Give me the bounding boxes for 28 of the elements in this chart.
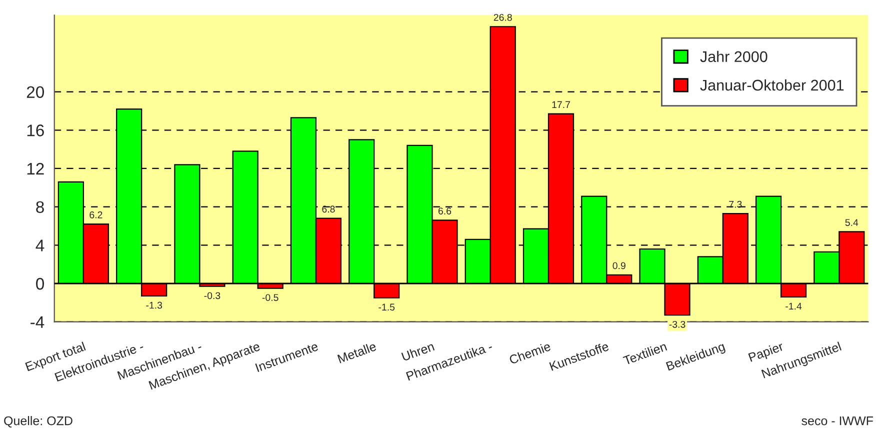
data-label: 6.2 bbox=[90, 211, 102, 218]
data-label: 6.6 bbox=[438, 208, 452, 214]
y-tick-label: 16 bbox=[27, 124, 44, 136]
data-label: -0.5 bbox=[262, 294, 278, 301]
data-label: 5.4 bbox=[845, 219, 858, 226]
y-tick-label: 12 bbox=[27, 162, 44, 175]
data-label: -1.3 bbox=[146, 302, 162, 309]
y-tick-label: 8 bbox=[36, 201, 44, 214]
y-tick-label: 20 bbox=[26, 86, 44, 98]
data-label: -1.5 bbox=[378, 304, 395, 311]
data-label: -3.3 bbox=[669, 320, 686, 328]
data-label: 6.8 bbox=[322, 206, 335, 213]
x-tick-label: Chemie bbox=[508, 341, 552, 364]
data-label: -1.4 bbox=[786, 302, 802, 310]
legend-label: Jahr 2000 bbox=[700, 50, 768, 62]
data-label: 7.3 bbox=[729, 200, 742, 208]
data-label: 0.9 bbox=[612, 262, 626, 270]
y-tick-label: -4 bbox=[30, 316, 44, 328]
data-label: -0.3 bbox=[204, 292, 220, 300]
text: seco - IWWF bbox=[802, 416, 873, 426]
x-tick-label: Textilien bbox=[622, 342, 668, 366]
data-label: 17.7 bbox=[552, 101, 570, 108]
source-note: Quelle: OZD bbox=[4, 416, 72, 428]
legend-label: Januar-Oktober 2001 bbox=[700, 79, 844, 91]
x-tick-label: Metalle bbox=[337, 341, 377, 364]
y-tick-label: 0 bbox=[36, 278, 44, 290]
y-tick-label: 4 bbox=[36, 240, 44, 252]
data-label: 26.8 bbox=[494, 14, 512, 21]
